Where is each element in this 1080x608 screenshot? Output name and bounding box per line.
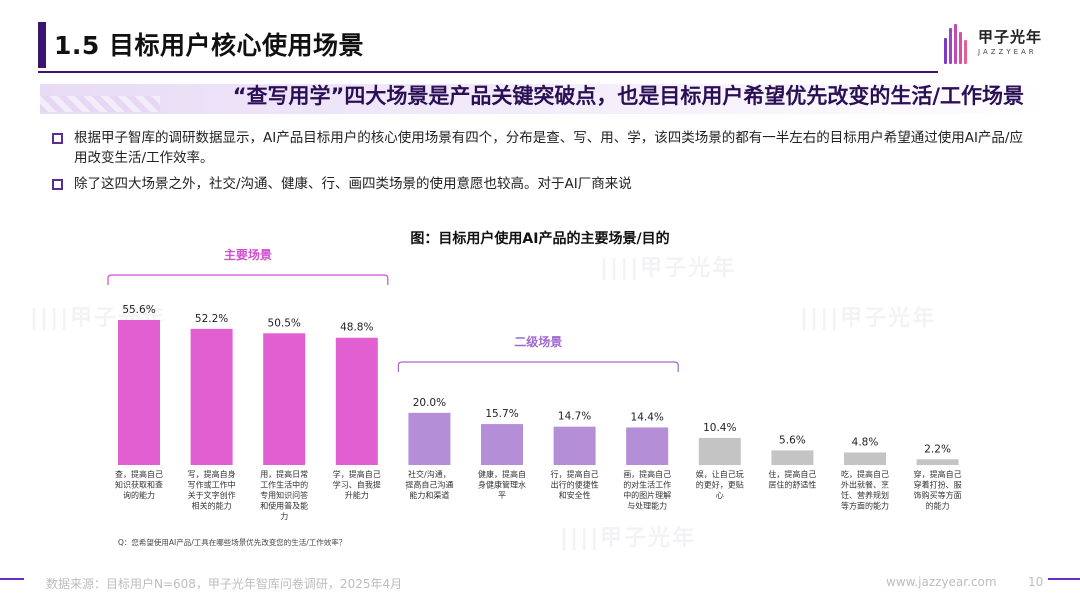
title-underline [38,71,938,73]
category-label: 查，提高自己知识获取和查询的能力 [115,469,163,500]
bar [553,426,596,465]
category-label: 穿，提高自己穿着打扮、服饰购买等方面的能力 [914,469,962,511]
footer-link[interactable]: www.jazzyear.com [886,575,997,589]
category-label: 行，提高自己出行的便捷性和安全性 [551,469,599,500]
page-number: 10 [1028,575,1044,589]
group-bracket [397,361,679,372]
page-subtitle: “查写用学”四大场景是产品关键突破点，也是目标用户希望优先改变的生活/工作场景 [232,84,1024,108]
survey-question-note: Q：您希望使用AI产品/工具在哪些场景优先改变您的生活/工作效率？ [118,538,347,547]
bullet-text: 除了这四大场景之外，社交/沟通、健康、行、画四类场景的使用意愿也较高。对于AI厂… [74,176,632,192]
logo-text-cn: 甲子光年 [978,28,1043,46]
bar [190,328,233,465]
data-source: 数据来源：目标用户N=608，甲子光年智库问卷调研，2025年4月 [46,577,403,591]
watermark: ||||甲子光年 [800,306,937,331]
bar-value-label: 2.2% [924,443,951,455]
bullet-square-icon [52,133,63,144]
category-label: 住，提高自己居住的舒适性 [768,469,816,490]
bar-value-label: 48.8% [340,322,373,334]
footer-divider [0,578,1080,580]
bar [698,437,741,465]
subtitle-stripe-decoration [40,96,160,112]
bar-value-label: 14.7% [558,411,591,423]
logo-text-en: JAZZYEAR [978,48,1037,56]
bar-value-label: 4.8% [852,436,879,448]
category-label: 健康，提高自身健康管理水平 [478,469,526,500]
bar [408,412,451,465]
bar-value-label: 15.7% [485,408,518,420]
bar [916,459,959,465]
group-label: 主要场景 [224,247,272,262]
bullet-item: 根据甲子智库的调研数据显示，AI产品目标用户的核心使用场景有四个，分布是查、写、… [52,128,1034,168]
logo-mark-icon [944,24,972,64]
bullet-text: 根据甲子智库的调研数据显示，AI产品目标用户的核心使用场景有四个，分布是查、写、… [74,130,1023,166]
bar [481,424,523,465]
bar [263,333,306,465]
bar-value-label: 55.6% [122,304,155,316]
bar [626,427,669,465]
category-label: 吃，提高自己外出就餐、烹饪、营养规划等方面的能力 [841,469,889,511]
category-label: 娱，让自己玩的更好，更贴心 [696,469,744,500]
brand-logo: 甲子光年 JAZZYEAR [944,20,1054,66]
bar [118,320,160,465]
bullet-item: 除了这四大场景之外，社交/沟通、健康、行、画四类场景的使用意愿也较高。对于AI厂… [52,174,1034,194]
chart-title: 图：目标用户使用AI产品的主要场景/目的 [410,231,670,247]
bar-value-label: 52.2% [195,313,228,325]
category-label: 写，提高自身写作或工作中关于文字创作相关的能力 [188,469,236,511]
bar [335,337,378,465]
bar-value-label: 5.6% [779,434,806,446]
bullet-square-icon [52,179,63,190]
category-label: 社交/沟通，提高自己沟通能力和渠道 [405,469,453,500]
watermark: ||||甲子光年 [600,256,737,281]
page-title: 1.5 目标用户核心使用场景 [54,31,364,60]
group-bracket [107,274,389,285]
category-label: 画，提高自己的对生活工作中的图片理解与处理能力 [623,469,671,511]
bar-value-label: 14.4% [631,411,664,423]
bar-value-label: 20.0% [413,397,446,409]
category-label: 用，提高日常工作生活中的专用知识问答和使用普及能力 [260,469,308,521]
bar [844,452,886,465]
category-label: 学，提高自己学习、自我提升能力 [333,469,381,500]
group-label: 二级场景 [514,334,562,349]
bar [771,450,814,465]
watermark: ||||甲子光年 [560,526,697,551]
bar-value-label: 10.4% [703,422,736,434]
subtitle-band [40,84,1040,114]
bar-value-label: 50.5% [268,317,301,329]
title-accent-bar [38,22,46,68]
